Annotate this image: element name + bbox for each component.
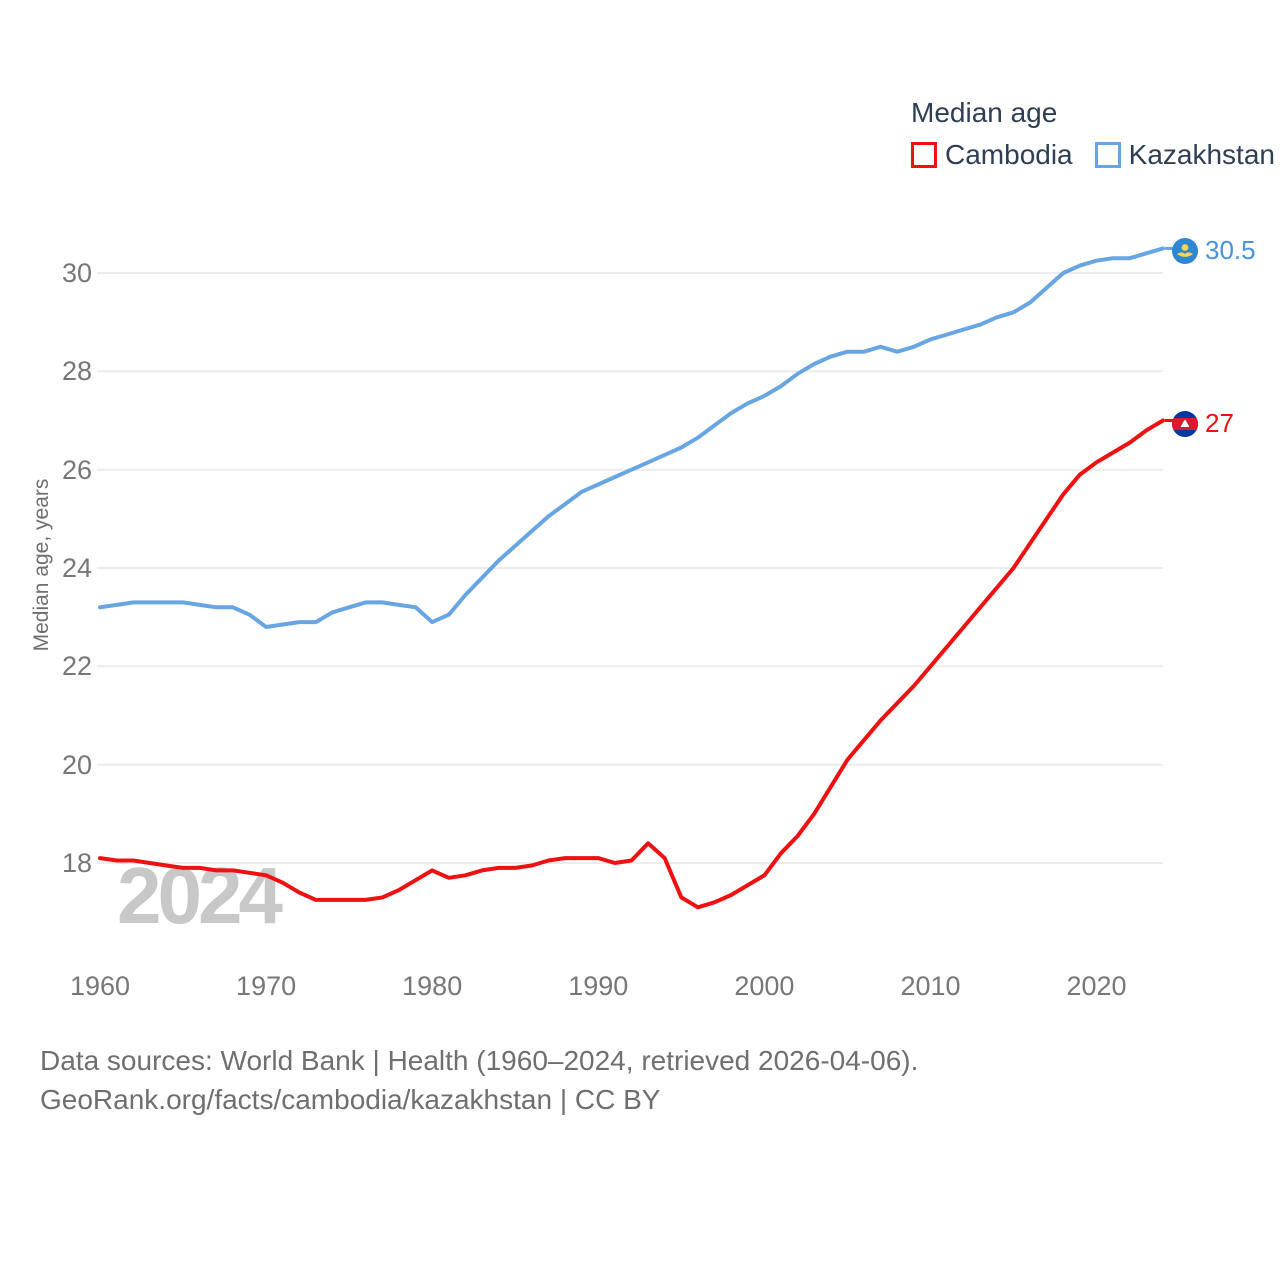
footer-attribution-line: GeoRank.org/facts/cambodia/kazakhstan | …: [40, 1084, 661, 1115]
x-tick-label: 1980: [402, 971, 463, 1001]
y-tick-label: 24: [61, 553, 92, 583]
y-tick-label: 18: [61, 848, 92, 878]
end-label-kazakhstan: 30.5: [1172, 235, 1256, 266]
x-tick-label: 2010: [900, 971, 961, 1001]
cambodia-end-value: 27: [1205, 408, 1234, 438]
x-tick-label: 1970: [236, 971, 297, 1001]
cambodia-swatch-icon: [911, 142, 937, 168]
x-tick-label: 1960: [69, 971, 131, 1001]
legend-title: Median age: [911, 97, 1058, 128]
y-tick-label: 26: [61, 454, 92, 485]
y-tick-label: 28: [61, 356, 92, 387]
x-tick-label: 2000: [734, 971, 795, 1001]
kazakhstan-flag-icon: [1172, 237, 1198, 264]
kazakhstan-swatch-icon: [1094, 142, 1121, 168]
y-tick-label: 20: [61, 749, 92, 780]
end-label-cambodia: 27: [1172, 408, 1234, 439]
legend-row: Cambodia Kazakhstan: [911, 139, 1275, 171]
footer: Data sources: World Bank | Health (1960–…: [40, 1041, 918, 1119]
legend-item-kazakhstan: Kazakhstan: [1094, 139, 1275, 171]
footer-source-line: Data sources: World Bank | Health (1960–…: [40, 1045, 919, 1076]
series-line-kazakhstan: [98, 246, 1165, 629]
y-tick-label: 22: [61, 651, 92, 682]
legend-label-kazakhstan: Kazakhstan: [1128, 139, 1275, 170]
legend-label-cambodia: Cambodia: [945, 139, 1073, 170]
legend: Median age Cambodia Kazakhstan: [911, 97, 1275, 171]
x-tick-label: 1990: [568, 971, 629, 1001]
x-tick-label: 2020: [1066, 971, 1127, 1001]
legend-item-cambodia: Cambodia: [911, 139, 1073, 171]
series-line-cambodia: [98, 418, 1165, 910]
y-tick-label: 30: [61, 258, 92, 288]
cambodia-flag-icon: [1172, 410, 1198, 437]
watermark: 2024: [117, 851, 283, 940]
kazakhstan-end-value: 30.5: [1205, 235, 1256, 265]
